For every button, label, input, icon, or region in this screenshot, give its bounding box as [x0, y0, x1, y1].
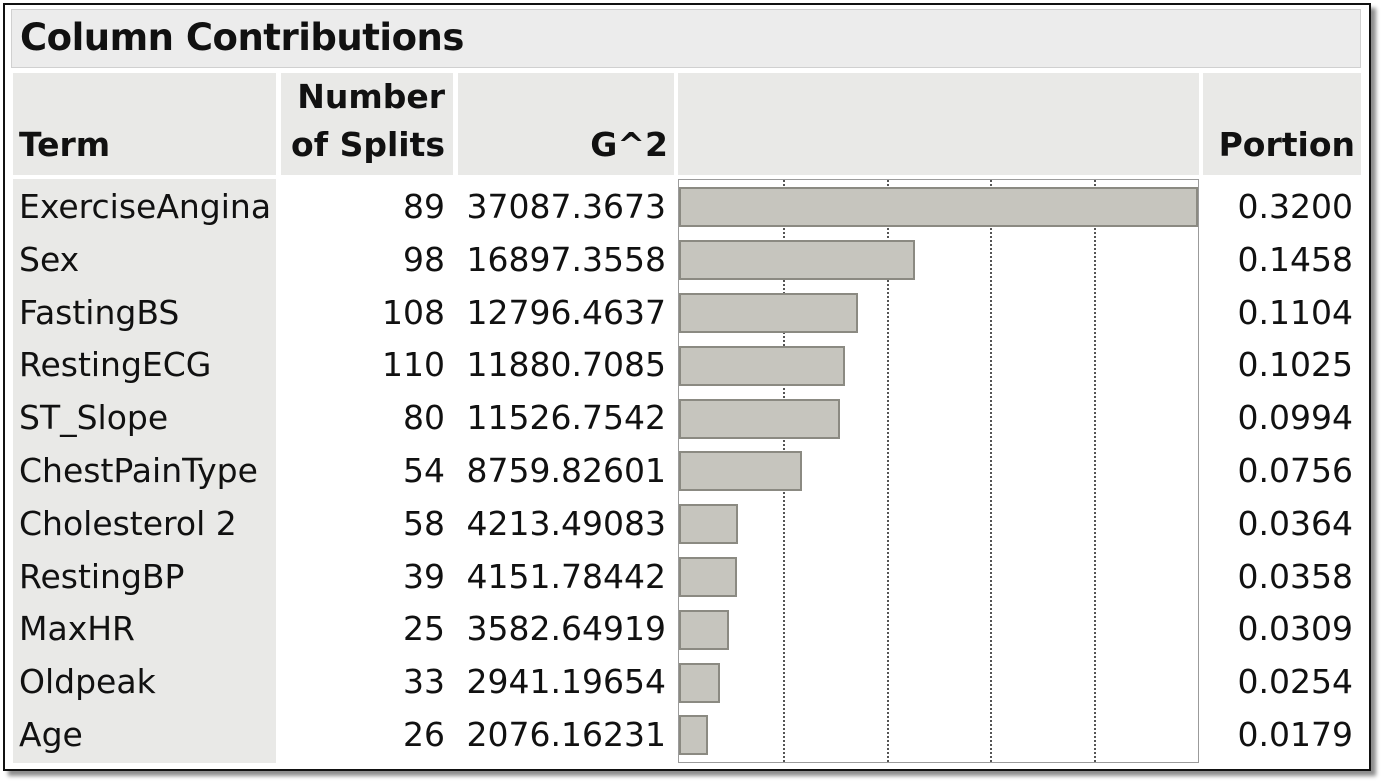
bar-restingbp: [679, 557, 738, 597]
g2-cell: 37087.3673: [466, 187, 666, 226]
term-cell: Oldpeak: [19, 662, 156, 702]
bar-restingecg: [679, 345, 846, 386]
term-column-background: [13, 179, 276, 763]
header-splits-line1: Number: [297, 77, 445, 116]
splits-cell: 33: [403, 662, 445, 702]
term-cell: ST_Slope: [19, 398, 169, 438]
portion-cell: 0.0364: [1237, 503, 1353, 543]
portion-cell: 0.1458: [1237, 239, 1353, 279]
report-title-bar[interactable]: Column Contributions: [11, 9, 1361, 68]
bar-fastingbs: [679, 293, 859, 333]
g2-cell: 8759.82601: [466, 451, 666, 490]
term-cell: ExerciseAngina: [19, 187, 272, 226]
header-g2[interactable]: G^2: [458, 73, 674, 175]
header-splits-line2: of Splits: [291, 125, 445, 164]
portion-cell: 0.1025: [1237, 345, 1353, 385]
g2-cell: 4213.49083: [466, 503, 666, 543]
term-cell: Age: [19, 715, 83, 754]
splits-cell: 54: [403, 451, 445, 490]
portion-bar-chart: [678, 179, 1199, 763]
column-contributions-report: Column Contributions Term Number of Spli…: [3, 3, 1371, 771]
header-portion-label: Portion: [1218, 125, 1355, 164]
g2-cell: 2941.19654: [466, 662, 666, 702]
bar-sex: [679, 240, 916, 281]
portion-cell: 0.0254: [1237, 662, 1353, 702]
portion-cell: 0.0994: [1237, 398, 1353, 438]
header-g2-label: G^2: [590, 125, 668, 164]
bar-age: [679, 715, 709, 756]
term-cell: Sex: [19, 239, 80, 279]
header-portion[interactable]: Portion: [1203, 73, 1361, 175]
term-cell: FastingBS: [19, 292, 180, 332]
g2-cell: 11880.7085: [466, 345, 666, 385]
splits-cell: 58: [403, 503, 445, 543]
splits-cell: 108: [382, 292, 445, 332]
header-number-of-splits[interactable]: Number of Splits: [281, 73, 453, 175]
splits-cell: 80: [403, 398, 445, 438]
portion-cell: 0.1104: [1237, 292, 1353, 332]
g2-cell: 11526.7542: [466, 398, 666, 438]
portion-cell: 0.0309: [1237, 609, 1353, 649]
bar-oldpeak: [679, 662, 721, 703]
g2-cell: 12796.4637: [466, 292, 666, 332]
bar-cholesterol-2: [679, 504, 739, 545]
gridline: [990, 180, 993, 762]
splits-cell: 89: [403, 187, 445, 226]
portion-cell: 0.0756: [1237, 451, 1353, 490]
term-cell: Cholesterol 2: [19, 503, 237, 543]
portion-cell: 0.0358: [1237, 556, 1353, 596]
g2-cell: 3582.64919: [466, 609, 666, 649]
term-cell: ChestPainType: [19, 451, 258, 490]
term-cell: RestingBP: [19, 556, 185, 596]
portion-cell: 0.3200: [1237, 187, 1353, 226]
portion-cell: 0.0179: [1237, 715, 1353, 754]
splits-cell: 39: [403, 556, 445, 596]
header-bar-chart: [678, 73, 1199, 175]
term-cell: MaxHR: [19, 609, 135, 649]
gridline: [1094, 180, 1097, 762]
gridline: [886, 180, 889, 762]
splits-cell: 110: [382, 345, 445, 385]
header-splits-label: Number of Splits: [291, 73, 445, 169]
g2-cell: 4151.78442: [466, 556, 666, 596]
splits-cell: 25: [403, 609, 445, 649]
bar-exerciseangina: [679, 187, 1198, 228]
term-cell: RestingECG: [19, 345, 212, 385]
splits-cell: 26: [403, 715, 445, 754]
bar-chestpaintype: [679, 451, 802, 492]
bar-st-slope: [679, 398, 841, 439]
report-title: Column Contributions: [20, 16, 464, 59]
header-term-label: Term: [19, 125, 111, 164]
g2-cell: 16897.3558: [466, 239, 666, 279]
header-term[interactable]: Term: [13, 73, 276, 175]
splits-cell: 98: [403, 239, 445, 279]
g2-cell: 2076.16231: [466, 715, 666, 754]
bar-maxhr: [679, 609, 730, 650]
